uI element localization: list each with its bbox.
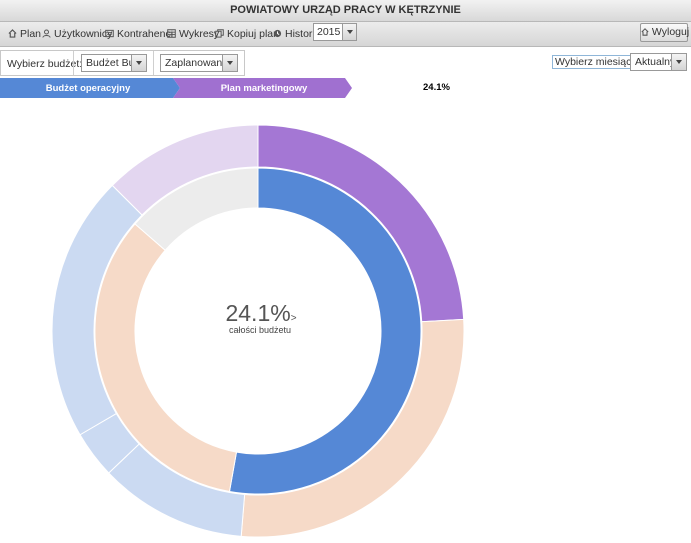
- breadcrumb-segment[interactable]: [173, 78, 352, 98]
- contacts-icon: [105, 29, 114, 38]
- breadcrumb-label: Plan marketingowy: [221, 83, 308, 94]
- status-select-value: Zaplanowane: [165, 57, 229, 69]
- toolbar-users-label: Użytkownicy: [54, 28, 113, 40]
- logout-button[interactable]: Wyloguj: [640, 23, 690, 42]
- status-select[interactable]: Zaplanowane: [160, 54, 238, 72]
- donut-inner-segment-0[interactable]: [228, 167, 422, 495]
- toolbar-plan-label: Plan: [20, 28, 42, 40]
- divider: [153, 51, 154, 75]
- copy-icon: [215, 29, 224, 38]
- toolbar-charts-button[interactable]: Wykresy: [167, 22, 219, 46]
- year-select[interactable]: 2015: [313, 23, 357, 41]
- chevron-down-icon[interactable]: [222, 55, 237, 71]
- toolbar-contractors-label: Kontrahenci: [117, 28, 174, 40]
- toolbar-users-button[interactable]: Użytkownicy: [42, 22, 112, 46]
- chevron-down-icon[interactable]: [671, 54, 686, 70]
- month-select-label: Wybierz miesiąc:: [552, 55, 638, 69]
- budget-select[interactable]: Budżet Bu: [81, 54, 147, 72]
- breadcrumb-item-marketing[interactable]: Plan marketingowy: [173, 78, 352, 98]
- budget-donut-chart: [51, 124, 465, 538]
- home-icon: [641, 28, 649, 36]
- chart-icon: [167, 29, 176, 38]
- toolbar-copy-plan-button[interactable]: Kopiuj plan: [215, 22, 279, 46]
- user-icon: [42, 29, 51, 38]
- toolbar-contractors-button[interactable]: Kontrahenci: [105, 22, 173, 46]
- history-icon: [273, 29, 282, 38]
- divider: [73, 51, 74, 75]
- chevron-down-icon[interactable]: [131, 55, 146, 71]
- donut-center-percent: 24.1%: [225, 300, 291, 326]
- month-select-value: Aktualny: [635, 56, 676, 68]
- breadcrumb: Budżet operacyjny Plan marketingowy: [0, 78, 352, 98]
- year-value: 2015: [317, 26, 341, 38]
- budget-select-label: Wybierz budżet:: [7, 58, 83, 70]
- breadcrumb-label: Budżet operacyjny: [46, 83, 131, 94]
- donut-outer-segment-5[interactable]: [111, 124, 259, 216]
- toolbar-history-label: Historia: [285, 28, 321, 40]
- breadcrumb-item-budget[interactable]: Budżet operacyjny: [0, 78, 180, 98]
- toolbar-history-button[interactable]: Historia: [273, 22, 321, 46]
- month-select[interactable]: Aktualny: [630, 53, 687, 71]
- donut-center-value: 24.1%>: [221, 300, 301, 327]
- donut-drill-indicator[interactable]: >: [290, 313, 297, 324]
- breadcrumb-percent: 24.1%: [423, 82, 450, 93]
- toolbar-charts-label: Wykresy: [179, 28, 220, 40]
- chevron-down-icon[interactable]: [342, 24, 356, 40]
- breadcrumb-segment[interactable]: [0, 78, 180, 98]
- toolbar-copy-plan-label: Kopiuj plan: [227, 28, 279, 40]
- donut-inner-segment-2[interactable]: [134, 167, 259, 251]
- home-icon: [8, 29, 17, 38]
- donut-center-label: całości budżetu: [228, 325, 292, 335]
- toolbar-plan-button[interactable]: Plan: [8, 22, 41, 46]
- logout-label: Wyloguj: [651, 26, 690, 38]
- window-title: POWIATOWY URZĄD PRACY W KĘTRZYNIE: [0, 0, 691, 22]
- budget-select-value: Budżet Bu: [86, 57, 135, 69]
